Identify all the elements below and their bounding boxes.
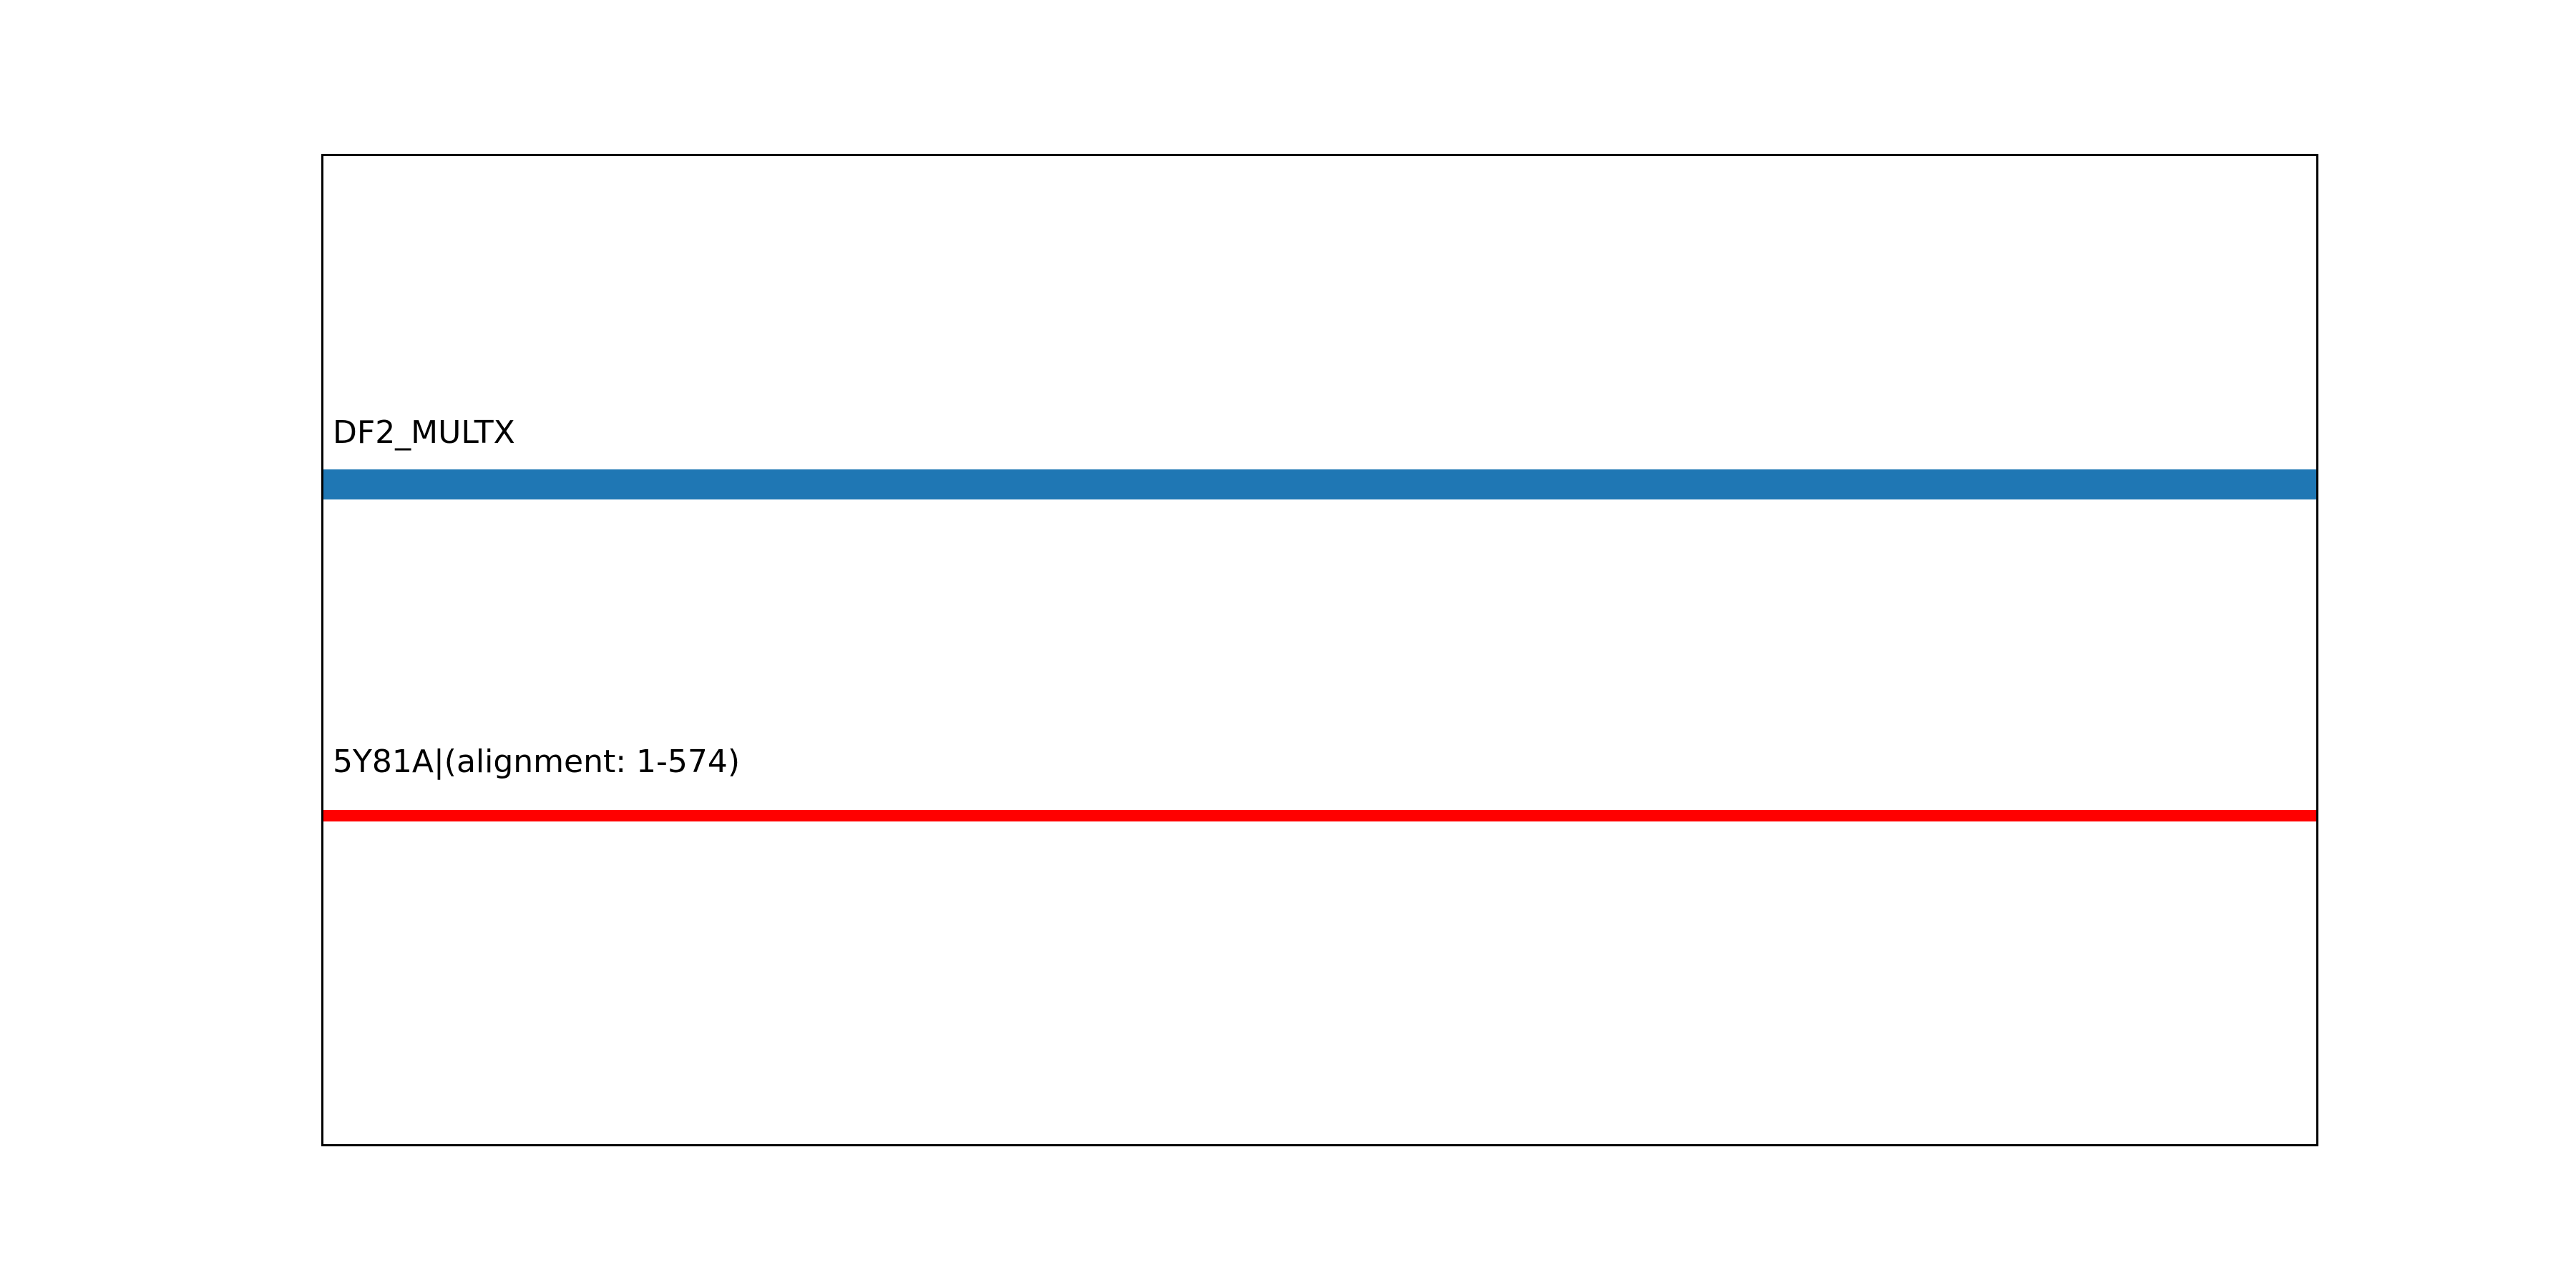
plot-area: DF2_MULTX 5Y81A|(alignment: 1-574): [321, 154, 2318, 1146]
template-track-label: 5Y81A|(alignment: 1-574): [333, 743, 741, 780]
query-coverage-bar: [323, 469, 2316, 499]
query-track-label: DF2_MULTX: [333, 414, 515, 451]
template-alignment-line: [323, 810, 2316, 821]
